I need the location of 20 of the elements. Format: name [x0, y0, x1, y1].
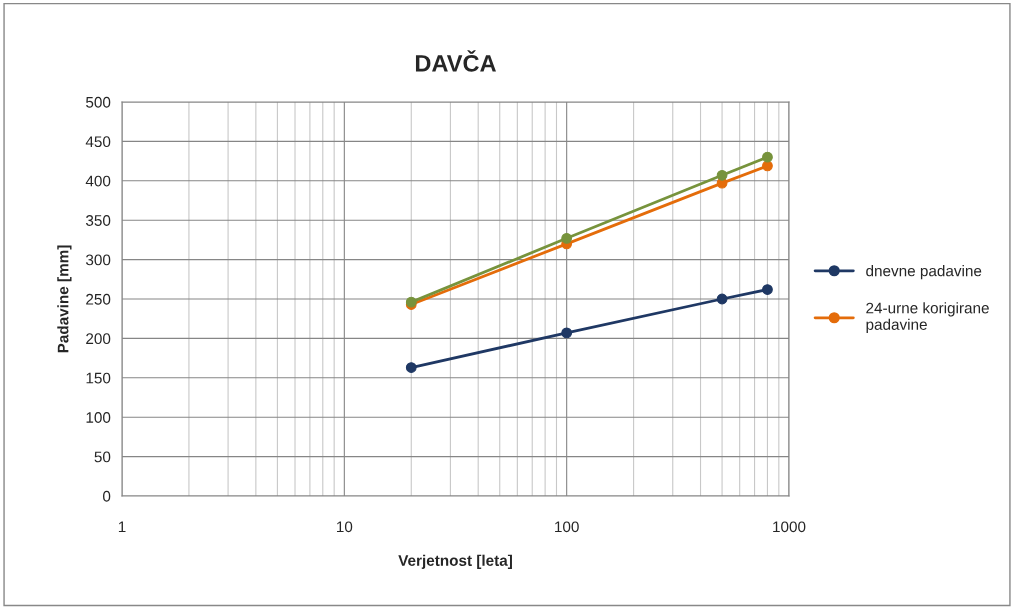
legend-label: dnevne padavine — [866, 265, 982, 280]
y-tick-label: 250 — [86, 293, 111, 305]
y-tick-label: 100 — [86, 412, 111, 423]
x-tick-label: 1 — [118, 521, 126, 533]
y-tick-label: 400 — [85, 175, 111, 187]
y-tick-label: 450 — [85, 136, 111, 148]
y-tick-label: 500 — [86, 96, 111, 108]
y-tick-label: 50 — [94, 451, 111, 463]
x-tick-label: 10 — [337, 521, 353, 533]
legend-label: 24-urne korigirane padavine — [866, 302, 989, 333]
chart-title: DAVČA — [415, 50, 496, 72]
x-tick-label: 100 — [555, 521, 579, 533]
y-tick-label: 0 — [102, 490, 111, 502]
y-axis-title: Padavine [mm] — [57, 245, 72, 353]
x-axis-title: Verjetnost [leta] — [398, 554, 512, 569]
y-tick-label: 300 — [85, 254, 111, 266]
x-tick-label: 1000 — [773, 521, 806, 533]
y-tick-label: 350 — [85, 215, 111, 226]
y-tick-label: 200 — [86, 333, 111, 345]
y-tick-label: 150 — [86, 372, 111, 384]
